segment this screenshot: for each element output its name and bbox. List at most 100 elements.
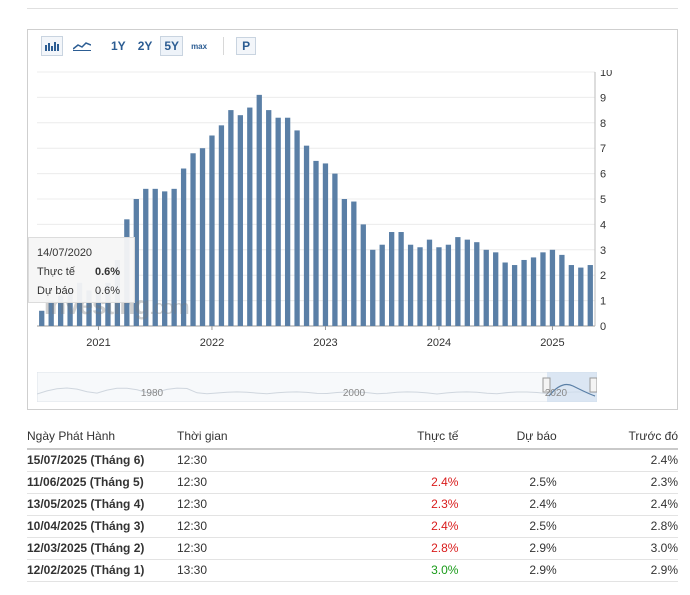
data-bar[interactable]: [417, 247, 423, 326]
data-bar[interactable]: [57, 295, 64, 326]
row-previous: 2.9%: [556, 559, 678, 582]
data-bar[interactable]: [511, 265, 518, 326]
data-bar[interactable]: [95, 290, 102, 326]
data-bar[interactable]: [67, 290, 73, 326]
data-bar[interactable]: [568, 265, 575, 326]
row-actual: 2.8%: [357, 537, 459, 560]
data-bar[interactable]: [228, 110, 234, 326]
data-bar[interactable]: [322, 163, 329, 326]
data-bar[interactable]: [578, 267, 584, 326]
data-bar[interactable]: [549, 249, 556, 326]
y-tick-label: 3: [600, 245, 606, 257]
data-bar[interactable]: [360, 224, 366, 326]
data-bar[interactable]: [493, 252, 499, 326]
data-bar[interactable]: [559, 254, 565, 326]
data-bar[interactable]: [521, 259, 527, 326]
data-bar[interactable]: [351, 201, 357, 326]
data-bar[interactable]: [247, 107, 253, 326]
data-bar[interactable]: [332, 173, 338, 326]
data-bar[interactable]: [237, 115, 243, 327]
data-bar[interactable]: [398, 232, 404, 326]
data-bar[interactable]: [436, 247, 442, 326]
data-bar[interactable]: [152, 188, 158, 326]
chart-container: 1Y 2Y 5Y max P 0 1 2 3 4 5 6 7 8 9 10 2021 2022 2023 2…: [27, 29, 678, 410]
data-bar[interactable]: [190, 153, 196, 326]
data-bar[interactable]: [162, 191, 168, 326]
data-bar[interactable]: [76, 282, 83, 326]
y-tick-label: 9: [600, 92, 606, 104]
data-bar[interactable]: [256, 94, 262, 326]
y-tick-label: 6: [600, 169, 606, 181]
data-bar[interactable]: [143, 188, 149, 326]
data-bar[interactable]: [587, 265, 593, 326]
row-release-date: 10/04/2025 (Tháng 3): [27, 515, 177, 538]
x-tick-label: 2022: [200, 337, 224, 349]
header-forecast[interactable]: Dự báo: [458, 424, 557, 450]
data-bar[interactable]: [379, 244, 385, 326]
data-bar[interactable]: [455, 237, 461, 326]
header-previous[interactable]: Trước đó: [556, 424, 678, 450]
range-navigator[interactable]: 1980 2000 2020: [37, 372, 597, 402]
x-tick-label: 2024: [427, 337, 451, 349]
navigator-background: [37, 372, 597, 402]
navigator-year-label: 2000: [343, 388, 366, 399]
data-bar[interactable]: [540, 252, 546, 326]
bar-chart-icon[interactable]: [41, 36, 63, 56]
range-max-button[interactable]: max: [191, 41, 208, 51]
header-time[interactable]: Thời gian: [177, 424, 357, 450]
table-row: 10/04/2025 (Tháng 3) 12:30 2.4% 2.5% 2.8%: [27, 515, 678, 538]
y-tick-label: 10: [600, 70, 612, 79]
data-bar[interactable]: [341, 199, 348, 326]
table-header-row: Ngày Phát Hành Thời gian Thực tế Dự báo …: [27, 424, 678, 450]
table-row: 12/02/2025 (Tháng 1) 13:30 3.0% 2.9% 2.9%: [27, 559, 678, 582]
range-2y-button[interactable]: 2Y: [137, 39, 153, 53]
data-bar[interactable]: [313, 160, 319, 326]
tooltip-actual-label: Thực tế: [37, 265, 75, 278]
data-bar[interactable]: [530, 257, 537, 326]
p-button[interactable]: P: [236, 37, 257, 55]
header-release-date[interactable]: Ngày Phát Hành: [27, 424, 177, 450]
tooltip-forecast-value: 0.6%: [95, 284, 121, 297]
row-release-date: 15/07/2025 (Tháng 6): [27, 449, 177, 472]
data-bar[interactable]: [370, 249, 376, 326]
data-bar[interactable]: [464, 239, 470, 326]
data-bar[interactable]: [474, 242, 480, 326]
data-bar[interactable]: [133, 199, 139, 326]
row-actual: [357, 449, 459, 472]
data-bar[interactable]: [389, 232, 395, 326]
navigator-handle-left[interactable]: [542, 377, 551, 393]
data-bar[interactable]: [171, 188, 177, 326]
data-bar[interactable]: [294, 130, 300, 326]
tooltip-actual-value: 0.6%: [95, 265, 121, 278]
data-bar[interactable]: [275, 117, 281, 326]
data-bar[interactable]: [105, 282, 111, 326]
data-bar[interactable]: [303, 145, 310, 326]
tooltip-forecast-label: Dự báo: [37, 284, 74, 297]
header-actual[interactable]: Thực tế: [357, 424, 459, 450]
data-bar[interactable]: [266, 110, 272, 326]
data-bar[interactable]: [218, 125, 225, 326]
data-bar[interactable]: [199, 148, 206, 326]
line-chart-icon[interactable]: [71, 36, 93, 56]
data-bar[interactable]: [48, 300, 54, 326]
range-1y-button[interactable]: 1Y: [111, 39, 126, 53]
history-table: Ngày Phát Hành Thời gian Thực tế Dự báo …: [27, 424, 678, 582]
row-actual: 2.4%: [357, 515, 459, 538]
data-bar[interactable]: [502, 262, 508, 327]
chart-toolbar: 1Y 2Y 5Y max P: [41, 36, 260, 56]
row-release-date: 12/03/2025 (Tháng 2): [27, 537, 177, 560]
data-bar[interactable]: [483, 249, 489, 326]
data-bar[interactable]: [426, 239, 433, 326]
navigator-handle-right[interactable]: [589, 377, 597, 393]
data-bar[interactable]: [284, 117, 291, 326]
data-bar[interactable]: [180, 168, 187, 326]
data-bar[interactable]: [209, 135, 215, 327]
range-5y-button[interactable]: 5Y: [160, 36, 184, 56]
row-forecast: 2.5%: [458, 515, 557, 538]
data-bar[interactable]: [445, 244, 452, 326]
data-bar[interactable]: [86, 290, 92, 326]
x-tick-label: 2025: [540, 337, 564, 349]
data-bar[interactable]: [39, 310, 45, 326]
data-bar[interactable]: [407, 244, 414, 326]
navigator-selection[interactable]: [547, 372, 597, 402]
